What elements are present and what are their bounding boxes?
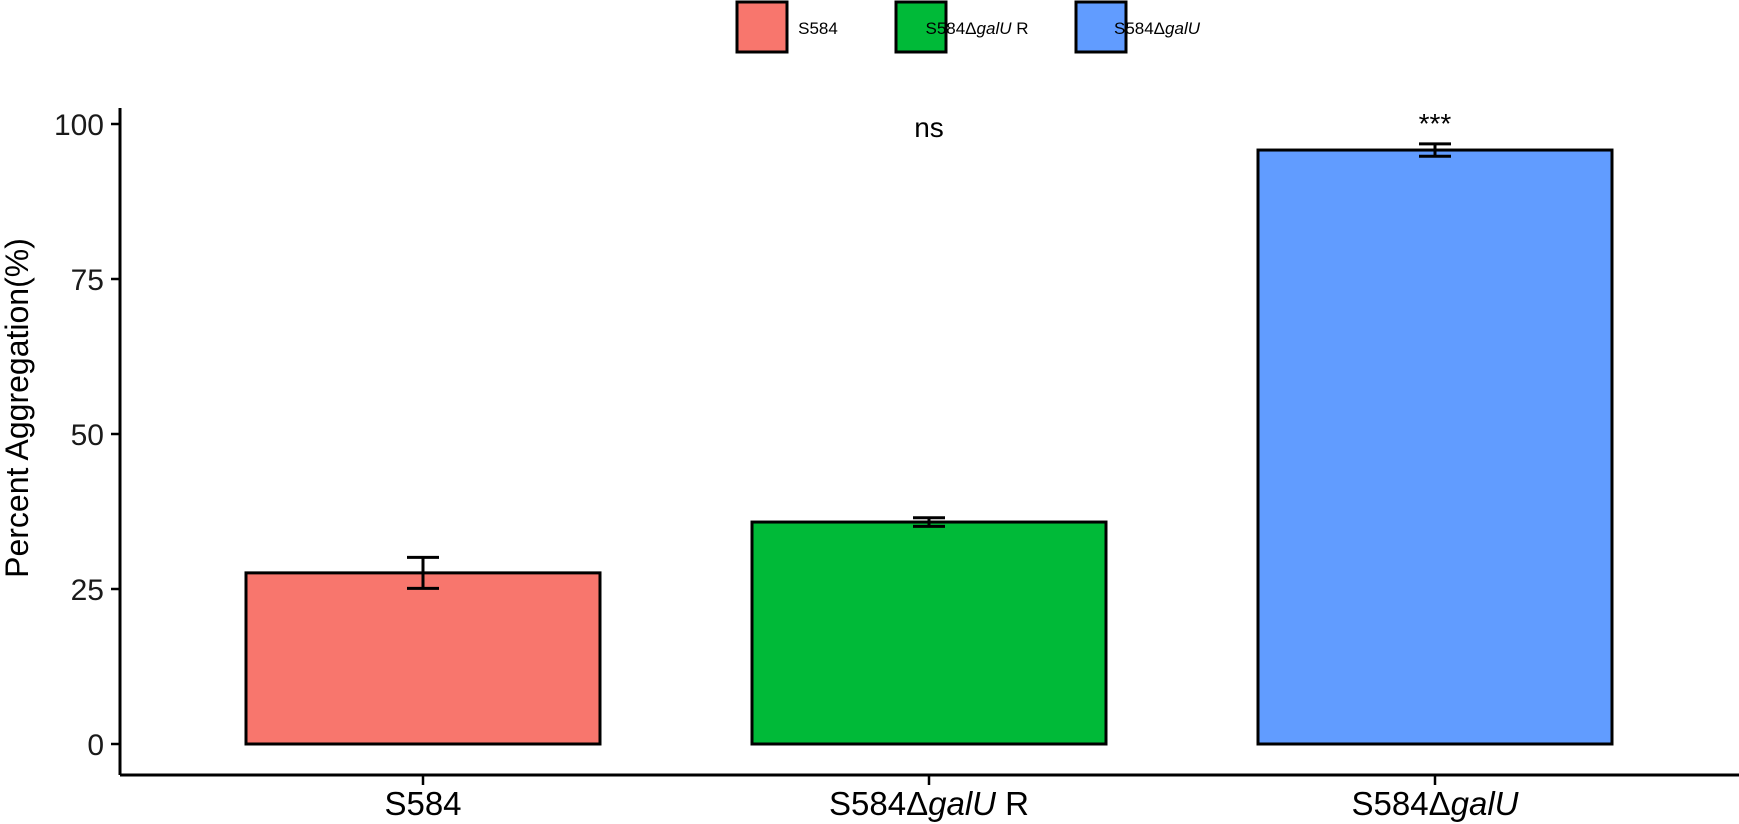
y-tick-label: 0 (87, 729, 104, 762)
y-tick-label: 25 (71, 574, 104, 607)
legend-swatch (894, 0, 948, 54)
bar (1256, 148, 1614, 746)
significance-label: ns (914, 112, 944, 143)
legend-swatch (735, 0, 789, 54)
x-tick-label: S584ΔgalU (1352, 785, 1519, 822)
y-axis-title: Percent Aggregation(%) (0, 238, 35, 578)
y-tick-label: 50 (71, 419, 104, 452)
x-tick-label: S584ΔgalU R (829, 785, 1029, 822)
legend-label: S584ΔgalU R (925, 19, 1028, 38)
legend-label: S584 (798, 19, 838, 38)
bar (750, 520, 1108, 746)
y-tick-label: 75 (71, 264, 104, 297)
y-tick-label: 100 (54, 109, 104, 142)
legend-label: S584ΔgalU (1114, 19, 1201, 38)
bar (244, 571, 602, 746)
legend-swatch (1074, 0, 1128, 54)
significance-label: *** (1419, 108, 1452, 139)
x-tick-label: S584 (384, 785, 461, 822)
